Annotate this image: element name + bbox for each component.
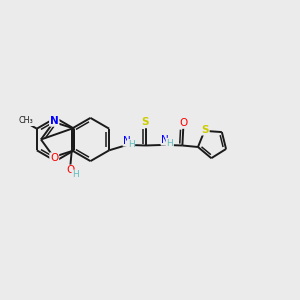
Text: O: O xyxy=(179,118,188,128)
Text: N: N xyxy=(123,136,131,146)
Text: O: O xyxy=(50,153,58,163)
Text: S: S xyxy=(201,125,209,135)
Text: N: N xyxy=(50,116,58,126)
Text: H: H xyxy=(128,140,134,149)
Text: H: H xyxy=(167,139,173,148)
Text: S: S xyxy=(141,117,149,128)
Text: CH₃: CH₃ xyxy=(19,116,34,125)
Text: H: H xyxy=(72,170,79,179)
Text: N: N xyxy=(161,135,169,145)
Text: O: O xyxy=(67,165,75,176)
